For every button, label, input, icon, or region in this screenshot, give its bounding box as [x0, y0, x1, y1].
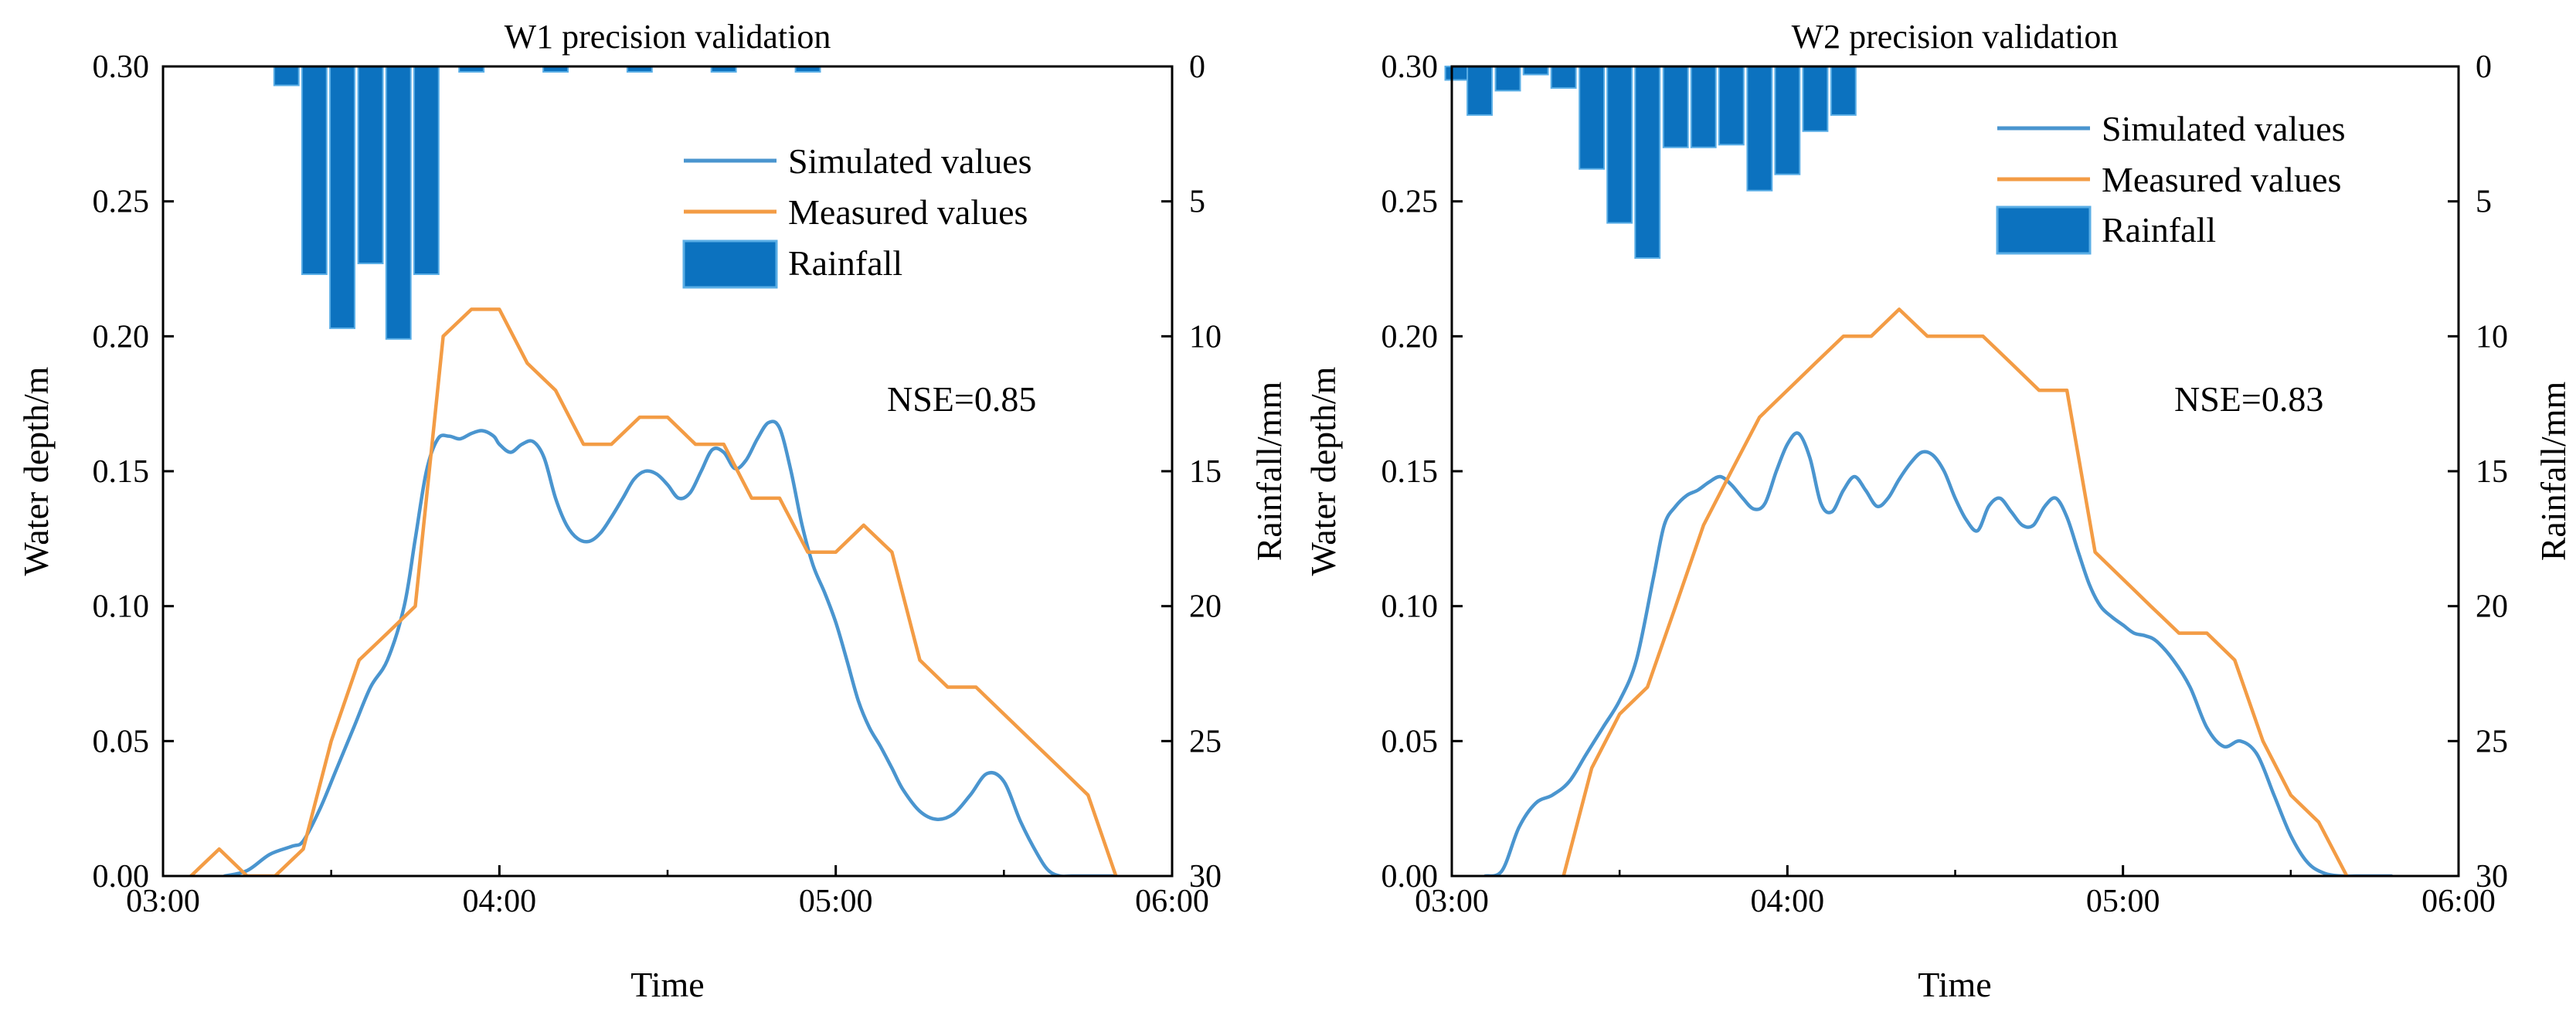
x-axis-label: Time — [1918, 965, 1991, 1004]
rainfall-bar — [1662, 66, 1689, 148]
y-tick-label: 0.20 — [1381, 319, 1439, 355]
y-tick-label: 0.20 — [93, 319, 150, 355]
simulated-series-line — [1483, 431, 2394, 876]
legend-label-rainfall: Rainfall — [2102, 210, 2216, 250]
rainfall-bar — [1690, 66, 1717, 148]
y-tick-label: 0.15 — [93, 454, 150, 490]
y2-tick-label: 20 — [2476, 589, 2508, 625]
y2-tick-label: 0 — [2476, 49, 2492, 85]
x-tick-label: 03:00 — [126, 884, 200, 919]
rainfall-bar — [273, 66, 300, 87]
y-tick-label: 0.05 — [1381, 724, 1439, 759]
simulated-series-line — [223, 419, 1118, 876]
rainfall-bar — [1634, 66, 1661, 259]
rainfall-bar — [1718, 66, 1745, 146]
y-tick-label: 0.15 — [1381, 454, 1439, 490]
legend-label-simulated: Simulated values — [788, 141, 1032, 181]
legend-label-rainfall: Rainfall — [788, 243, 902, 283]
x-tick-label: 04:00 — [1750, 884, 1824, 919]
rainfall-bar — [1606, 66, 1633, 224]
rainfall-bar — [1746, 66, 1773, 192]
legend: Simulated values Measured values Rainfal… — [1996, 109, 2346, 255]
y2-tick-label: 10 — [2476, 319, 2508, 355]
panel-w1: W1 precision validation 03:00 04:00 05:00 0… — [16, 18, 1289, 1004]
legend-swatch-rainfall — [1996, 205, 2092, 255]
rainfall-bar — [301, 66, 328, 275]
y-tick-label: 0.30 — [1381, 49, 1439, 85]
nse-annotation: NSE=0.83 — [2174, 379, 2323, 419]
y-tick-label: 0.25 — [93, 185, 150, 220]
y2-tick-label: 25 — [2476, 724, 2508, 759]
y-tick-label: 0.05 — [93, 724, 150, 759]
y2-tick-label: 0 — [1189, 49, 1205, 85]
y2-tick-label: 30 — [1189, 859, 1222, 895]
nse-annotation: NSE=0.85 — [887, 379, 1036, 419]
y2-axis-ticks: 0 5 10 15 20 25 30 — [2448, 49, 2508, 895]
rainfall-bar — [1802, 66, 1829, 132]
x-axis-ticks: 03:00 04:00 05:00 06:00 — [1415, 865, 2496, 919]
rainfall-bar — [1550, 66, 1577, 89]
rainfall-bar — [1494, 66, 1521, 92]
series-lines — [189, 307, 1118, 876]
y-axis-ticks: 0.00 0.05 0.10 0.15 0.20 0.25 0.30 — [93, 49, 174, 895]
y2-tick-label: 15 — [2476, 454, 2508, 490]
legend-label-measured: Measured values — [2102, 160, 2341, 199]
chart-title: W1 precision validation — [505, 18, 831, 56]
x-axis-ticks: 03:00 04:00 05:00 06:00 — [126, 865, 1209, 919]
y-tick-label: 0.30 — [93, 49, 150, 85]
series-lines — [1483, 307, 2394, 876]
rainfall-bar — [357, 66, 384, 264]
x-tick-label: 05:00 — [799, 884, 873, 919]
y-axis-ticks: 0.00 0.05 0.10 0.15 0.20 0.25 0.30 — [1381, 49, 1463, 895]
y2-axis-label: Rainfall/mm — [1249, 382, 1289, 562]
x-tick-label: 06:00 — [2421, 884, 2496, 919]
rainfall-bar — [1466, 66, 1493, 116]
x-tick-label: 05:00 — [2086, 884, 2160, 919]
y-tick-label: 0.10 — [1381, 589, 1439, 625]
legend: Simulated values Measured values Rainfal… — [682, 141, 1032, 289]
y-tick-label: 0.25 — [1381, 185, 1439, 220]
rainfall-bar — [1444, 66, 1471, 81]
legend-swatch-rainfall — [682, 239, 778, 289]
y-tick-label: 0.00 — [93, 859, 150, 895]
x-tick-label: 04:00 — [462, 884, 536, 919]
rainfall-bar — [1830, 66, 1857, 116]
y-axis-label: Water depth/m — [16, 366, 56, 576]
x-tick-label: 06:00 — [1135, 884, 1209, 919]
y2-axis-label: Rainfall/mm — [2534, 382, 2573, 562]
y2-tick-label: 15 — [1189, 454, 1222, 490]
rainfall-bar — [329, 66, 356, 329]
rainfall-bar — [1774, 66, 1801, 175]
measured-series-line — [189, 307, 1118, 876]
legend-label-measured: Measured values — [788, 192, 1028, 232]
measured-series-line — [1562, 307, 2349, 876]
y-axis-label: Water depth/m — [1303, 366, 1343, 576]
x-axis-label: Time — [630, 965, 704, 1004]
y2-tick-label: 5 — [1189, 185, 1205, 220]
rainfall-bars — [1444, 66, 1857, 259]
y2-tick-label: 5 — [2476, 185, 2492, 220]
rainfall-bar — [413, 66, 440, 275]
y2-tick-label: 20 — [1189, 589, 1222, 625]
y2-tick-label: 10 — [1189, 319, 1222, 355]
rainfall-bar — [1522, 66, 1549, 76]
chart-title: W2 precision validation — [1792, 18, 2119, 56]
rainfall-bar — [385, 66, 412, 340]
rainfall-bar — [1579, 66, 1606, 170]
legend-label-simulated: Simulated values — [2102, 109, 2346, 148]
y2-tick-label: 30 — [2476, 859, 2508, 895]
y-tick-label: 0.10 — [93, 589, 150, 625]
y-tick-label: 0.00 — [1381, 859, 1439, 895]
panel-w2: W2 precision validation 03:00 04:00 05:00 0… — [1303, 18, 2573, 1004]
x-tick-label: 03:00 — [1415, 884, 1489, 919]
y2-tick-label: 25 — [1189, 724, 1222, 759]
y2-axis-ticks: 0 5 10 15 20 25 30 — [1161, 49, 1222, 895]
